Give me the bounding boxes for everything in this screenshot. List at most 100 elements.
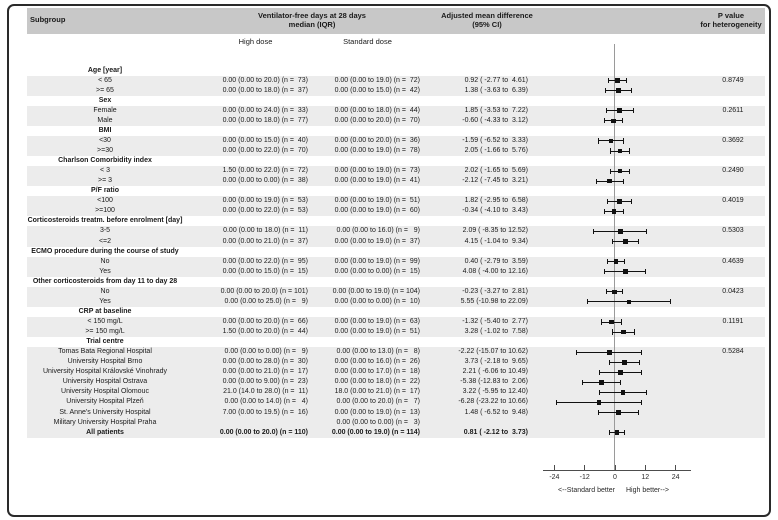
adjusted-mean-difference-value: 1.48 ( -6.52 to 9.48): [464, 408, 528, 416]
high-dose-value: 0.00 (0.00 to 0.00) (n = 38): [222, 177, 308, 185]
axis-tick-label: -12: [579, 474, 590, 481]
subgroup-label: >=100: [95, 207, 115, 215]
ci-cap-right: [622, 118, 624, 124]
p-value-heterogeneity: 0.5284: [722, 348, 744, 356]
row-stripe: [27, 145, 765, 157]
ci-cap-left: [607, 198, 609, 204]
high-dose-value: 0.00 (0.00 to 21.0) (n = 37): [222, 237, 308, 245]
point-estimate-marker: [599, 380, 604, 385]
point-estimate-marker: [626, 299, 632, 305]
standard-dose-value: 0.00 (0.00 to 17.0) (n = 18): [334, 368, 420, 376]
standard-dose-value: 0.00 (0.00 to 19.0) (n = 72): [334, 76, 420, 84]
row-stripe: [27, 347, 765, 358]
ci-cap-right: [641, 349, 643, 355]
table-header-band: [27, 8, 765, 34]
point-estimate-marker: [623, 239, 628, 244]
adjusted-mean-difference-value: -2.12 ( -7.45 to 3.21): [462, 177, 528, 185]
subgroup-label: Male: [97, 116, 113, 124]
subgroup-label: >=30: [97, 146, 113, 154]
row-stripe: [27, 327, 765, 338]
ci-cap-left: [593, 228, 595, 235]
axis-tick-label: 12: [641, 474, 650, 481]
adjusted-mean-difference-value: 0.40 ( -2.79 to 3.59): [464, 257, 528, 265]
ci-cap-right: [626, 77, 628, 84]
standard-dose-value: 0.00 (0.00 to 19.0) (n = 60): [334, 207, 420, 215]
subgroup-label: Female: [93, 106, 117, 114]
ci-cap-left: [555, 399, 557, 406]
adjusted-mean-difference-value: 0.81 ( -2.12 to 3.73): [463, 428, 528, 436]
ci-cap-left: [610, 148, 612, 154]
adjusted-mean-difference-value: 3.73 ( -2.18 to 9.65): [464, 358, 528, 366]
ci-cap-right: [638, 409, 640, 416]
high-dose-value: 0.00 (0.00 to 19.0) (n = 53): [222, 197, 308, 205]
adjusted-mean-difference-value: -2.22 (-15.07 to 10.62): [458, 348, 528, 356]
adjusted-mean-difference-value: -0.60 ( -4.33 to 3.12): [462, 116, 528, 124]
p-value-heterogeneity: 0.8749: [722, 76, 744, 84]
point-estimate-marker: [618, 370, 623, 375]
subgroup-label: Yes: [99, 267, 111, 275]
standard-dose-value: 0.00 (0.00 to 19.0) (n = 63): [334, 318, 420, 325]
point-estimate-marker: [611, 209, 617, 214]
p-value-heterogeneity: 0.4639: [722, 257, 744, 265]
row-stripe: [27, 256, 765, 267]
subgroup-label: BMI: [98, 126, 112, 134]
axis-tick-label: 0: [613, 474, 617, 481]
high-dose-value: 0.00 (0.00 to 21.0) (n = 17): [222, 368, 308, 376]
x-axis-line: [543, 470, 691, 471]
standard-dose-value: 0.00 (0.00 to 20.0) (n = 36): [334, 136, 420, 144]
standard-dose-value: 0.00 (0.00 to 19.0) (n = 73): [334, 167, 420, 175]
point-estimate-marker: [596, 400, 602, 405]
standard-dose-value: 0.00 (0.00 to 19.0) (n = 78): [334, 146, 420, 154]
ci-cap-left: [607, 259, 609, 265]
subgroup-label: Corticosteroids treatm. before enrolment…: [27, 217, 183, 225]
column-header-pvalue-line2: for heterogeneity: [700, 20, 762, 29]
subcolumn-header-high-dose: High dose: [238, 37, 273, 46]
point-estimate-marker: [611, 118, 616, 124]
figure-border: [7, 4, 771, 517]
adjusted-mean-difference-value: 2.02 ( -1.65 to 5.69): [464, 167, 528, 175]
subgroup-label: <100: [97, 197, 113, 205]
standard-dose-value: 0.00 (0.00 to 0.00) (n = 3): [336, 418, 420, 426]
high-dose-value: 0.00 (0.00 to 15.0) (n = 40): [222, 136, 308, 144]
ci-cap-right: [670, 299, 672, 305]
high-dose-value: 0.00 (0.00 to 15.0) (n = 15): [222, 267, 308, 275]
point-estimate-marker: [613, 259, 619, 264]
row-stripe: [27, 407, 765, 418]
axis-direction-label-left: <--Standard better: [557, 487, 615, 494]
standard-dose-value: 0.00 (0.00 to 15.0) (n = 42): [334, 86, 420, 94]
row-stripe: [27, 176, 765, 187]
adjusted-mean-difference-value: -1.59 ( -6.52 to 3.33): [462, 136, 528, 144]
column-header-amd-line2: (95% CI): [472, 20, 502, 29]
subgroup-label: All patients: [86, 428, 124, 436]
point-estimate-marker: [615, 78, 620, 83]
subgroup-label: >= 3: [97, 177, 112, 185]
row-stripe: [27, 427, 765, 438]
ci-cap-left: [598, 138, 600, 144]
standard-dose-value: 0.00 (0.00 to 19.0) (n = 37): [334, 237, 420, 245]
adjusted-mean-difference-value: 2.21 ( -6.06 to 10.49): [462, 368, 528, 376]
subgroup-label: University Hospital Brno: [67, 358, 143, 366]
row-stripe: [27, 367, 765, 378]
column-header-vfd-line1: Ventilator-free days at 28 days: [258, 11, 366, 20]
adjusted-mean-difference-value: -0.23 ( -3.27 to 2.81): [462, 287, 528, 295]
standard-dose-value: 18.0 (0.00 to 21.0) (n = 17): [334, 388, 420, 396]
p-value-heterogeneity: 0.0423: [722, 287, 744, 295]
subgroup-label: Yes: [99, 297, 111, 305]
row-stripe: [27, 105, 765, 116]
ci-cap-right: [631, 198, 633, 204]
row-stripe: [27, 357, 765, 368]
standard-dose-value: 0.00 (0.00 to 13.0) (n = 8): [336, 348, 420, 356]
subgroup-label: P/F ratio: [90, 187, 119, 195]
point-estimate-marker: [609, 319, 614, 325]
point-estimate-marker: [616, 88, 621, 93]
adjusted-mean-difference-value: 0.92 ( -2.77 to 4.61): [464, 76, 528, 84]
row-stripe: [27, 85, 765, 96]
point-estimate-marker: [622, 359, 627, 365]
point-estimate-marker: [620, 329, 626, 335]
subgroup-label: >= 65: [96, 86, 114, 94]
column-header-vfd-line2: median (IQR): [288, 20, 336, 29]
high-dose-value: 0.00 (0.00 to 18.0) (n = 11): [223, 227, 308, 235]
ci-cap-left: [605, 108, 607, 114]
subgroup-label: University Hospital Plzeň: [66, 398, 144, 406]
ci-cap-left: [604, 208, 606, 214]
